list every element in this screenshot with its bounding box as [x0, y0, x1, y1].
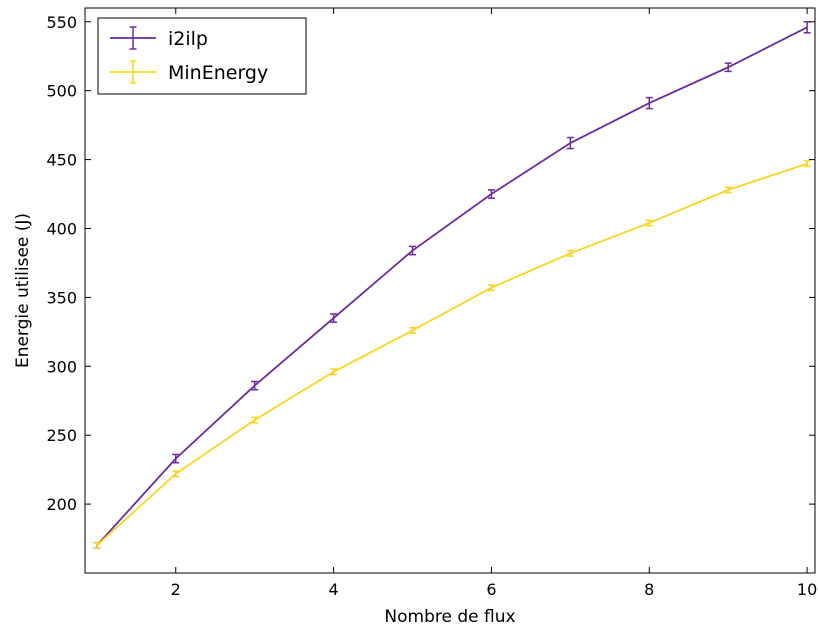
y-tick-label: 550 — [46, 13, 77, 32]
series-line — [96, 26, 808, 547]
series-line — [96, 162, 808, 547]
y-tick-label: 300 — [46, 357, 77, 376]
legend-label: i2ilp — [168, 28, 208, 50]
series-i2ilp — [93, 21, 811, 549]
x-tick-label: 8 — [644, 580, 654, 599]
x-tick-label: 6 — [486, 580, 496, 599]
y-tick-label: 200 — [46, 495, 77, 514]
plot-frame — [84, 7, 816, 574]
x-tick-label: 2 — [171, 580, 181, 599]
x-tick-label: 4 — [329, 580, 339, 599]
y-axis: 200 250 300 350 400 450 500 550 — [46, 13, 815, 514]
series-MinEnergy — [93, 160, 811, 549]
x-tick-label: 10 — [797, 580, 817, 599]
legend: i2ilp MinEnergy — [97, 17, 307, 95]
x-axis-label: Nombre de flux — [384, 607, 515, 627]
y-tick-label: 250 — [46, 426, 77, 445]
y-tick-label: 500 — [46, 82, 77, 101]
legend-label: MinEnergy — [168, 62, 268, 84]
y-tick-label: 400 — [46, 219, 77, 238]
y-tick-label: 350 — [46, 288, 77, 307]
y-tick-label: 450 — [46, 151, 77, 170]
plot-area — [93, 21, 811, 549]
y-axis-label: Energie utilisee (J) — [13, 213, 33, 368]
x-axis: 2 4 6 8 10 — [171, 8, 817, 599]
